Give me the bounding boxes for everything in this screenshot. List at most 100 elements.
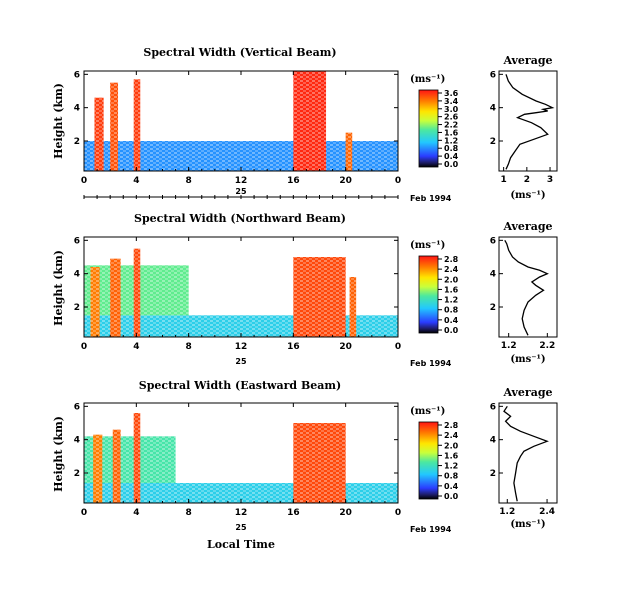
average-xlabel: (ms⁻¹) [510, 190, 545, 201]
average-xlabel: (ms⁻¹) [510, 519, 545, 530]
colorbar-unit: (ms⁻¹) [410, 240, 445, 251]
average-profile-line [504, 239, 549, 336]
colorbar-tick-label: 0.0 [444, 492, 459, 501]
average-x-axis: 1 2 3 [501, 167, 553, 185]
x-tick-label: 8 [186, 176, 192, 186]
average-y-tick-label: 6 [490, 236, 496, 246]
colorbar [418, 421, 439, 500]
day-label: 25 [235, 523, 247, 532]
colorbar-ticks: 2.82.42.01.6 1.20.80.40.0 [438, 255, 459, 335]
date-label: Feb 1994 [410, 194, 452, 203]
colorbar-tick-label: 0.8 [444, 144, 459, 153]
y-tick-label: 4 [74, 270, 80, 280]
x-tick-label: 20 [339, 508, 352, 518]
heatmap-region-texture [90, 267, 100, 337]
heatmap-cells [84, 71, 398, 171]
x-tick-label: 12 [235, 176, 248, 186]
heatmap-region-texture [349, 277, 357, 337]
average-x-tick-label: 3 [547, 175, 553, 185]
average-x-tick-label: 2.4 [539, 507, 555, 517]
colorbar-tick-label: 1.6 [444, 451, 459, 460]
panel-vertical: Spectral Width (Vertical Beam) Height (k… [52, 46, 459, 203]
average-x-axis: 1.2 2.2 [501, 333, 555, 351]
x-axis-label: Local Time [207, 538, 275, 551]
average-y-axis: 6 4 2 [490, 70, 503, 147]
colorbar-unit: (ms⁻¹) [410, 74, 445, 85]
panel-northward-ylabel: Height (km) [52, 250, 65, 326]
panel-northward: Spectral Width (Northward Beam) Height (… [52, 212, 459, 368]
date-label: Feb 1994 [410, 359, 452, 368]
colorbar [418, 255, 439, 334]
average-y-tick-label: 2 [490, 469, 496, 479]
average-x-axis: 1.2 2.4 [499, 499, 555, 517]
y-tick-label: 2 [74, 469, 80, 479]
average-y-tick-label: 4 [490, 436, 496, 446]
y-axis: 6 4 2 [74, 236, 398, 313]
colorbar-tick-label: 1.2 [444, 136, 458, 145]
panel-eastward-title: Spectral Width (Eastward Beam) [139, 379, 341, 392]
colorbar-tick-label: 2.8 [444, 421, 459, 430]
heatmap-region-texture [112, 429, 121, 503]
heatmap-region-texture [293, 423, 346, 503]
x-tick-label: 16 [287, 342, 300, 352]
x-tick-label: 16 [287, 508, 300, 518]
heatmap-region-texture [345, 132, 353, 171]
panel-vertical-average: Average 1 2 3 6 4 2 (ms⁻¹) [490, 54, 558, 201]
colorbar-ticks: 2.82.42.01.6 1.20.80.40.0 [438, 421, 459, 501]
heatmap-region-texture [133, 79, 141, 171]
x-tick-label: 0 [81, 176, 87, 186]
panel-vertical-ylabel: Height (km) [52, 83, 65, 159]
colorbar-tick-label: 1.2 [444, 462, 458, 471]
average-y-axis: 6 4 2 [490, 236, 503, 313]
y-tick-label: 2 [74, 137, 80, 147]
colorbar-tick-label: 2.6 [444, 113, 459, 122]
y-tick-label: 4 [74, 104, 80, 114]
x-tick-label: 4 [133, 342, 139, 352]
panel-eastward: Spectral Width (Eastward Beam) Height (k… [52, 379, 459, 551]
y-tick-label: 2 [74, 303, 80, 313]
average-title: Average [502, 220, 552, 233]
heatmap-region-texture [93, 434, 103, 503]
x-tick-label: 0 [395, 342, 401, 352]
heatmap-region-texture [110, 258, 121, 337]
colorbar-tick-label: 1.6 [444, 285, 459, 294]
y-tick-label: 4 [74, 436, 80, 446]
average-title: Average [502, 54, 552, 67]
average-x-tick-label: 1 [501, 175, 507, 185]
average-x-tick-label: 2 [524, 175, 530, 185]
heatmap-region-texture [133, 248, 141, 337]
colorbar-tick-label: 3.4 [444, 97, 459, 106]
y-tick-label: 6 [74, 402, 80, 412]
colorbar-tick-label: 0.4 [444, 316, 459, 325]
colorbar-ticks: 3.63.43.02.62.21.61.20.80.40.0 [438, 89, 459, 169]
date-label: Feb 1994 [410, 525, 452, 534]
average-profile-line [505, 74, 555, 170]
heatmap-region-texture [110, 82, 119, 171]
date-axis: 25 [83, 187, 399, 199]
colorbar-tick-label: 2.4 [444, 265, 459, 274]
x-tick-label: 0 [395, 508, 401, 518]
colorbar-tick-label: 0.4 [444, 152, 459, 161]
panel-northward-average: Average 1.2 2.2 6 4 2 (ms⁻¹) [490, 220, 558, 365]
average-y-tick-label: 2 [490, 303, 496, 313]
heatmap-region-texture [94, 97, 104, 171]
x-tick-label: 4 [133, 176, 139, 186]
average-y-tick-label: 4 [490, 104, 496, 114]
x-tick-label: 4 [133, 508, 139, 518]
average-y-axis: 6 4 2 [490, 402, 503, 479]
heatmap-cells [84, 413, 398, 503]
average-xlabel: (ms⁻¹) [510, 354, 545, 365]
colorbar-tick-label: 0.4 [444, 482, 459, 491]
colorbar-unit: (ms⁻¹) [410, 406, 445, 417]
average-y-tick-label: 2 [490, 137, 496, 147]
day-label: 25 [235, 357, 247, 366]
y-tick-label: 6 [74, 236, 80, 246]
day-label: 25 [235, 187, 247, 196]
x-tick-label: 16 [287, 176, 300, 186]
average-frame [498, 70, 558, 172]
x-tick-label: 0 [81, 342, 87, 352]
heatmap-region-texture [293, 71, 327, 171]
colorbar-tick-label: 3.0 [444, 105, 459, 114]
colorbar-tick-label: 2.8 [444, 255, 459, 264]
x-axis: 0 4 8 12 16 20 0 [81, 403, 401, 518]
